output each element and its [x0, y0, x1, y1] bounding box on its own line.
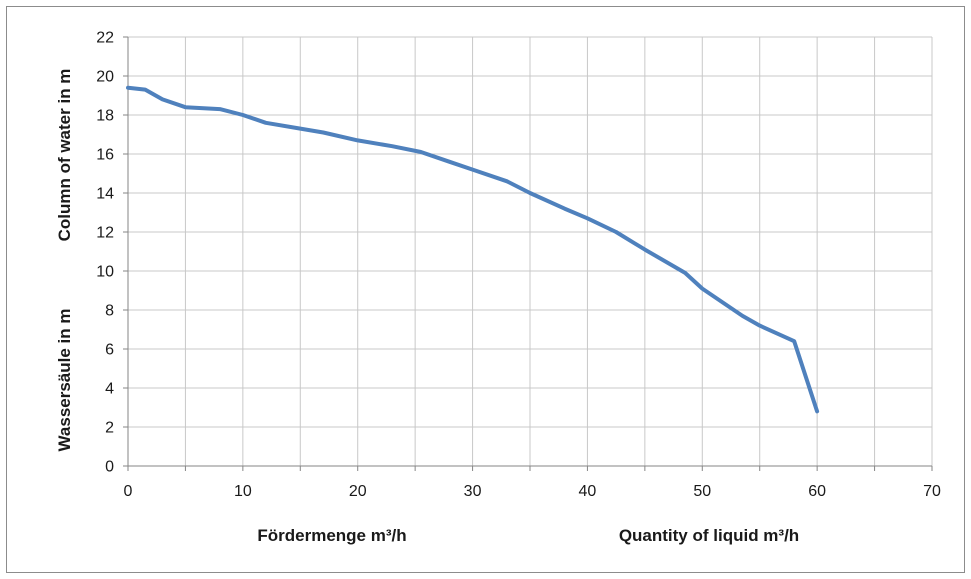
series-layer: [126, 85, 820, 414]
y-tick-label: 22: [96, 30, 114, 47]
x-tick-label: 70: [923, 483, 941, 500]
x-tick-label: 10: [234, 483, 252, 500]
x-tick-label: 40: [579, 483, 597, 500]
y-tick-label: 2: [105, 420, 114, 437]
y-tick-label: 6: [105, 342, 114, 359]
y-tick-label: 10: [96, 264, 114, 281]
y-axis-title-german: Wassersäule in m: [55, 309, 74, 452]
x-tick-label: 20: [349, 483, 367, 500]
x-axis-title-german: Fördermenge m³/h: [257, 526, 406, 545]
y-tick-label: 18: [96, 108, 114, 125]
y-tick-label: 20: [96, 69, 114, 86]
series-line-0: [126, 85, 820, 414]
x-tick-label: 60: [808, 483, 826, 500]
x-tick-labels: 0 10 20 30 40 50 60 70: [124, 483, 941, 500]
x-tick-label: 50: [693, 483, 711, 500]
y-tick-label: 12: [96, 225, 114, 242]
x-tick-label: 30: [464, 483, 482, 500]
gridlines: [128, 36, 933, 466]
y-axis-title-english: Column of water in m: [55, 69, 74, 242]
y-tick-label: 4: [105, 381, 114, 398]
y-tick-label: 14: [96, 186, 114, 203]
axes: [123, 36, 933, 471]
x-tick-label: 0: [124, 483, 133, 500]
y-tick-label: 0: [105, 459, 114, 476]
y-tick-label: 16: [96, 147, 114, 164]
y-tick-labels: 0 2 4 6 8 10 12 14 16 18 20 22: [96, 30, 114, 476]
y-tick-label: 8: [105, 303, 114, 320]
x-axis-title-english: Quantity of liquid m³/h: [619, 526, 799, 545]
